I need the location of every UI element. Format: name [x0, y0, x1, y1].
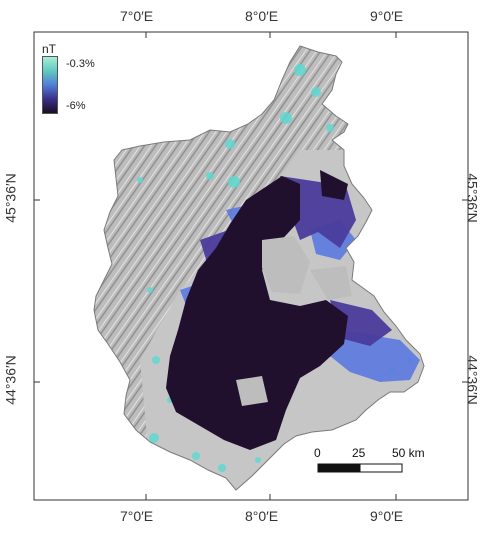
legend-color-ramp	[42, 56, 58, 114]
lat-label-left-45-36: 45°36′N	[2, 173, 19, 223]
legend-bottom-label: -6%	[66, 100, 86, 112]
scale-label-25: 25	[352, 446, 366, 460]
lat-label-right-45-36: 45°36′N	[464, 173, 481, 223]
lon-label-bottom-8e: 8°0′E	[245, 508, 279, 524]
lon-label-top-8e: 8°0′E	[245, 8, 279, 24]
graticule-ticks	[34, 32, 468, 500]
lon-label-bottom-7e: 7°0′E	[120, 508, 154, 524]
lon-label-bottom-9e: 9°0′E	[370, 508, 404, 524]
lon-label-top-7e: 7°0′E	[120, 8, 154, 24]
scale-label-50km: 50 km	[392, 446, 425, 460]
scale-label-0: 0	[314, 446, 321, 460]
lat-label-right-44-36: 44°36′N	[464, 355, 481, 405]
region-outline	[93, 45, 425, 491]
legend-title: nT	[42, 42, 57, 56]
legend-top-label: -0.3%	[66, 58, 95, 70]
lat-label-left-44-36: 44°36′N	[2, 355, 19, 405]
scale-bar	[317, 463, 403, 473]
lon-label-top-9e: 9°0′E	[370, 8, 404, 24]
